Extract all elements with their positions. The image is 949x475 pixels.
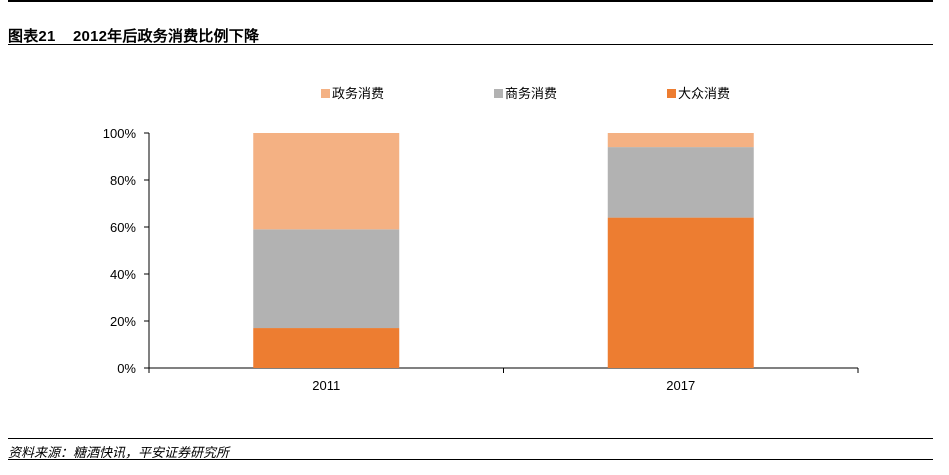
y-tick-label: 60% [110, 220, 136, 235]
x-tick-label: 2017 [666, 378, 695, 393]
bar-segment-2017 [607, 133, 754, 148]
figure-title-text: 2012年后政务消费比例下降 [72, 28, 260, 45]
y-tick-label: 0% [117, 361, 136, 376]
figure-label: 图表21 [8, 28, 56, 45]
y-tick-label: 40% [110, 267, 136, 282]
bar-segment-2017 [607, 217, 754, 368]
figure-title: 图表21 2012年后政务消费比例下降 [8, 25, 259, 46]
legend-label: 政务消费 [332, 86, 384, 101]
source-text: 资料来源：糖酒快讯，平安证券研究所 [8, 445, 230, 460]
legend-label: 大众消费 [678, 86, 730, 101]
bar-segment-2011 [253, 229, 400, 329]
x-tick-label: 2011 [312, 378, 340, 393]
source-footer: 资料来源：糖酒快讯，平安证券研究所 [8, 438, 933, 460]
y-tick-label: 80% [110, 173, 136, 188]
bar-segment-2011 [253, 133, 400, 230]
bar-segment-2017 [607, 147, 754, 218]
bar-segment-2011 [253, 328, 400, 368]
y-tick-label: 20% [110, 314, 136, 329]
y-tick-label: 100% [103, 126, 137, 141]
legend-swatch [321, 89, 330, 98]
legend-label: 商务消费 [505, 86, 557, 101]
title-bar: 图表21 2012年后政务消费比例下降 [8, 0, 933, 45]
legend-swatch [667, 89, 676, 98]
legend-swatch [494, 89, 503, 98]
